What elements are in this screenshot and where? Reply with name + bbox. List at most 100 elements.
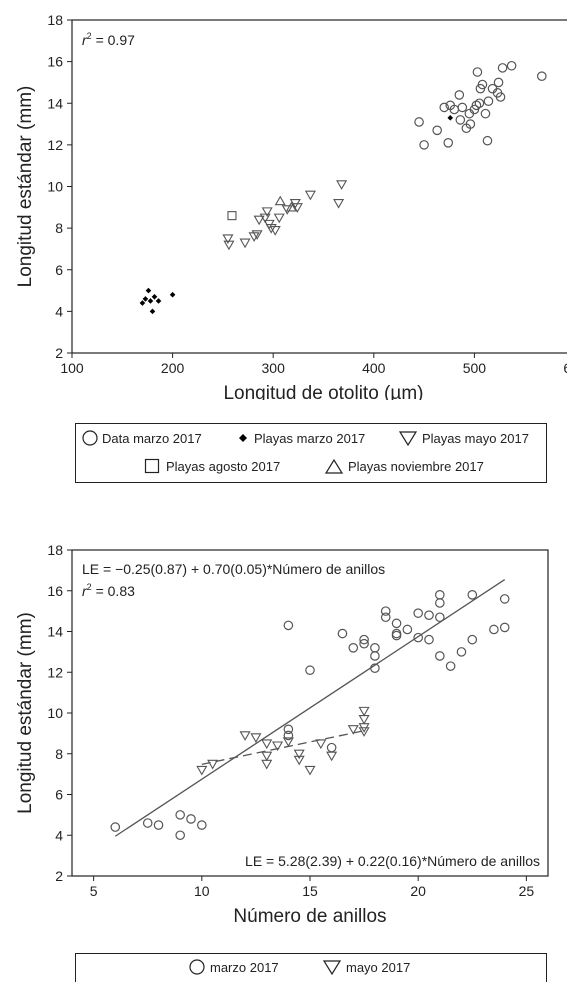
data-point-triangle-down bbox=[333, 199, 345, 209]
y-tick-label: 4 bbox=[55, 827, 63, 843]
data-point-triangle-down bbox=[239, 731, 251, 741]
data-point-triangle-down bbox=[261, 739, 273, 750]
data-point-circle bbox=[454, 90, 465, 100]
x-tick-label: 15 bbox=[302, 883, 318, 899]
data-point-circle bbox=[419, 140, 429, 150]
data-point-triangle-down bbox=[259, 213, 271, 224]
r-squared-annotation: r2 = 0.83 bbox=[82, 582, 135, 599]
data-point-circle bbox=[380, 606, 391, 616]
data-point-triangle-down bbox=[291, 203, 303, 213]
data-point-circle bbox=[499, 594, 510, 604]
data-point-circle bbox=[370, 663, 380, 673]
y-axis-label: Longitud estándar (mm) bbox=[15, 612, 36, 814]
data-point-triangle-down bbox=[293, 755, 305, 766]
data-point-circle bbox=[435, 612, 445, 623]
y-tick-label: 10 bbox=[47, 179, 63, 195]
data-point-circle bbox=[435, 590, 445, 600]
data-point-triangle-down bbox=[281, 205, 293, 215]
data-point-circle bbox=[153, 820, 164, 830]
legend-item-mayo: mayo 2017 bbox=[322, 959, 410, 975]
equation-annotation-mayo: LE = 5.28(2.39) + 0.22(0.16)*Número de a… bbox=[245, 853, 540, 869]
triangle-up-marker-icon bbox=[324, 458, 344, 474]
data-point-circle bbox=[283, 730, 294, 741]
y-tick-label: 10 bbox=[47, 705, 63, 721]
regression-line-marzo bbox=[114, 579, 506, 837]
plot-area-frame bbox=[71, 549, 549, 877]
data-point-triangle-down bbox=[336, 180, 348, 190]
data-point-circle bbox=[456, 647, 467, 657]
data-point-triangle-down bbox=[358, 727, 370, 737]
legend-chart2: marzo 2017 mayo 2017 bbox=[75, 953, 547, 982]
data-point-diamond bbox=[447, 115, 454, 121]
data-point-triangle-down bbox=[282, 737, 294, 748]
data-point-triangle-down bbox=[222, 234, 234, 245]
data-point-diamond bbox=[149, 308, 156, 315]
data-point-triangle-down bbox=[304, 765, 316, 776]
data-point-triangle-down bbox=[253, 215, 265, 226]
data-point-triangle-down bbox=[304, 190, 316, 201]
data-point-triangle-down bbox=[273, 213, 285, 224]
y-tick-label: 6 bbox=[55, 787, 63, 803]
data-point-circle bbox=[414, 117, 424, 127]
y-tick-label: 2 bbox=[55, 345, 63, 361]
y-tick-label: 6 bbox=[55, 262, 63, 278]
data-point-circle bbox=[435, 598, 445, 608]
data-point-diamond bbox=[142, 296, 149, 302]
regression-line-mayo bbox=[201, 730, 365, 765]
y-axis-label: Longitud estándar (mm) bbox=[15, 86, 36, 288]
x-tick-label: 25 bbox=[519, 883, 535, 899]
y-tick-label: 18 bbox=[47, 12, 63, 28]
circle-marker-icon bbox=[82, 430, 98, 446]
diamond-marker-icon bbox=[239, 434, 247, 442]
legend-label: Data marzo 2017 bbox=[102, 430, 202, 446]
data-point-triangle-down bbox=[196, 765, 208, 776]
data-point-circle bbox=[474, 98, 485, 109]
y-tick-label: 8 bbox=[55, 746, 63, 762]
y-tick-label: 8 bbox=[55, 220, 63, 236]
data-point-triangle-up bbox=[285, 201, 297, 212]
legend-item-playas-mayo: Playas mayo 2017 bbox=[398, 430, 529, 446]
data-point-circle bbox=[370, 643, 380, 653]
y-tick-label: 14 bbox=[47, 624, 63, 640]
data-point-circle bbox=[432, 125, 442, 136]
data-point-circle bbox=[359, 638, 369, 649]
data-point-circle bbox=[497, 63, 508, 73]
x-tick-label: 300 bbox=[262, 360, 286, 376]
data-point-circle bbox=[483, 96, 494, 106]
data-point-triangle-down bbox=[269, 226, 281, 236]
x-axis-label: Número de anillos bbox=[233, 906, 386, 927]
data-point-circle bbox=[110, 822, 121, 832]
y-tick-label: 4 bbox=[55, 303, 63, 319]
x-tick-label: 20 bbox=[410, 883, 426, 899]
square-marker-icon bbox=[144, 458, 160, 474]
data-point-circle bbox=[439, 102, 450, 113]
x-tick-label: 600 bbox=[563, 360, 567, 376]
y-tick-label: 18 bbox=[47, 542, 63, 558]
data-point-circle bbox=[186, 814, 196, 824]
data-point-triangle-down bbox=[261, 751, 273, 762]
data-point-triangle-down bbox=[315, 739, 327, 750]
data-point-circle bbox=[499, 622, 510, 633]
data-point-circle bbox=[283, 724, 294, 735]
data-point-circle bbox=[435, 651, 445, 661]
data-point-circle bbox=[480, 108, 491, 119]
data-point-circle bbox=[467, 634, 478, 645]
data-point-circle bbox=[424, 610, 434, 620]
data-point-triangle-down bbox=[251, 230, 263, 240]
data-point-circle bbox=[413, 632, 423, 643]
data-point-triangle-down bbox=[326, 751, 338, 762]
data-point-triangle-down bbox=[239, 238, 251, 249]
data-point-circle bbox=[472, 67, 483, 77]
data-point-circle bbox=[443, 137, 454, 148]
data-point-triangle-down bbox=[250, 733, 262, 743]
data-point-circle bbox=[391, 628, 402, 639]
x-tick-label: 5 bbox=[90, 883, 98, 899]
y-tick-label: 12 bbox=[47, 137, 63, 153]
data-point-triangle-down bbox=[223, 240, 235, 251]
y-tick-label: 2 bbox=[55, 868, 63, 884]
legend-label: Playas agosto 2017 bbox=[166, 458, 281, 474]
x-tick-label: 500 bbox=[463, 360, 487, 376]
circle-marker-icon bbox=[189, 959, 205, 975]
legend-chart1: Data marzo 2017 Playas marzo 2017 Playas… bbox=[75, 423, 547, 483]
data-point-circle bbox=[506, 60, 517, 71]
